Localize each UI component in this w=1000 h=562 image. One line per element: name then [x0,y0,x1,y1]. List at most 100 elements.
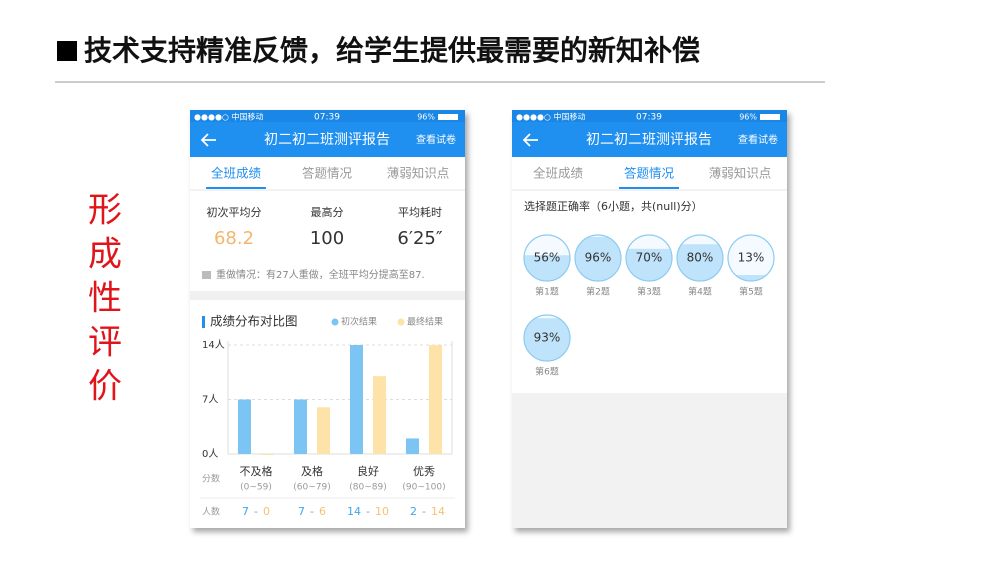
gauge-fill [524,318,570,361]
question-title: 选择题正确率（6小题，共(null)分） [524,199,703,213]
y-tick-label: 7人 [202,394,218,406]
category-label: 良好 [357,464,379,478]
phone-screen [190,110,465,528]
gauge-ring [625,234,673,282]
legend-label: 初次结果 [341,316,377,328]
status-carrier: ●●●●○ 中国移动 [194,112,263,122]
side-label: 价 [88,367,122,407]
gauge-label: 80% [687,251,714,265]
bar [238,399,251,454]
count-value: 10 [375,505,389,518]
range-label: (80~89) [349,483,386,493]
y-tick-label: 14人 [202,339,225,351]
count-separator: - [422,505,426,518]
tab-underline [206,187,266,189]
header-action: 查看试卷 [416,133,456,146]
side-label: 成 [88,235,122,275]
count-separator: - [366,505,370,518]
bar [350,345,363,454]
stat-value: 68.2 [214,228,254,249]
status-time: 07:39 [636,113,662,123]
gauge-ring [727,234,775,282]
stat-label: 初次平均分 [207,205,262,219]
tab: 答题情况 [302,166,353,181]
chart-title-marker [202,316,205,328]
legend-label: 最终结果 [407,316,443,328]
question-label: 第2题 [586,286,610,298]
empty-area [512,393,787,528]
app-header [512,122,787,157]
status-time: 07:39 [314,113,340,123]
range-label: (90~100) [402,483,445,493]
stat-value: 100 [310,228,344,249]
bar [261,454,274,455]
tab: 薄弱知识点 [709,166,772,181]
tab: 答题情况 [624,166,675,181]
back-arrow [522,133,538,147]
stat-value: 6′25″ [397,228,442,249]
legend-dot [331,318,339,326]
status-bar [190,110,465,122]
range-label: (0~59) [240,483,272,493]
status-bar [512,110,787,122]
question-label: 第6题 [535,366,559,378]
section-gap [190,291,465,300]
gauge-fill [575,236,621,281]
stat-label: 最高分 [311,205,344,219]
header-title: 初二初二班测评报告 [586,131,712,148]
count-value: 2 [410,505,417,518]
side-label: 形 [88,191,122,231]
tab-underline [619,187,679,189]
bar [406,438,419,454]
gauge-label: 56% [534,251,561,265]
count-separator: - [254,505,258,518]
question-label: 第3题 [637,286,661,298]
legend-dot [397,318,405,326]
redo-note: 重做情况：有27人重做，全班平均分提高至87. [216,268,425,281]
gauge-label: 93% [534,331,561,345]
redo-icon [202,271,211,279]
gauge-ring [523,234,571,282]
row-label: 分数 [202,473,220,485]
count-value: 6 [319,505,326,518]
tab: 全班成绩 [533,166,584,181]
count-value: 7 [298,505,305,518]
gauge-ring [523,314,571,362]
count-separator: - [310,505,314,518]
side-label: 性 [88,279,122,319]
question-label: 第1题 [535,286,559,298]
header-title: 初二初二班测评报告 [264,131,390,148]
status-carrier: ●●●●○ 中国移动 [516,112,585,122]
bar [294,399,307,454]
range-label: (60~79) [293,483,330,493]
gauge-label: 70% [636,251,663,265]
title-bullet [57,41,77,61]
slide-title: 技术支持精准反馈，给学生提供最需要的新知补偿 [84,34,700,67]
app-header [190,122,465,157]
count-value: 0 [263,505,270,518]
tab: 薄弱知识点 [387,166,450,181]
gauge-back [728,235,774,281]
tab: 全班成绩 [211,166,262,181]
row-label: 人数 [202,506,220,518]
gauge-label: 13% [738,251,765,265]
stat-label: 平均耗时 [398,206,442,219]
gauge-label: 96% [585,251,612,265]
count-value: 7 [242,505,249,518]
bar [317,407,330,454]
question-label: 第5题 [739,286,763,298]
gauge-ring [574,234,622,282]
category-label: 优秀 [413,465,435,478]
y-tick-label: 0人 [202,448,218,460]
bar [429,345,442,454]
bar [373,376,386,454]
chart-title: 成绩分布对比图 [210,314,298,329]
side-label: 评 [88,323,122,363]
count-value: 14 [347,505,361,518]
category-label: 及格 [301,464,323,478]
back-arrow [200,133,216,147]
category-label: 不及格 [240,464,273,478]
